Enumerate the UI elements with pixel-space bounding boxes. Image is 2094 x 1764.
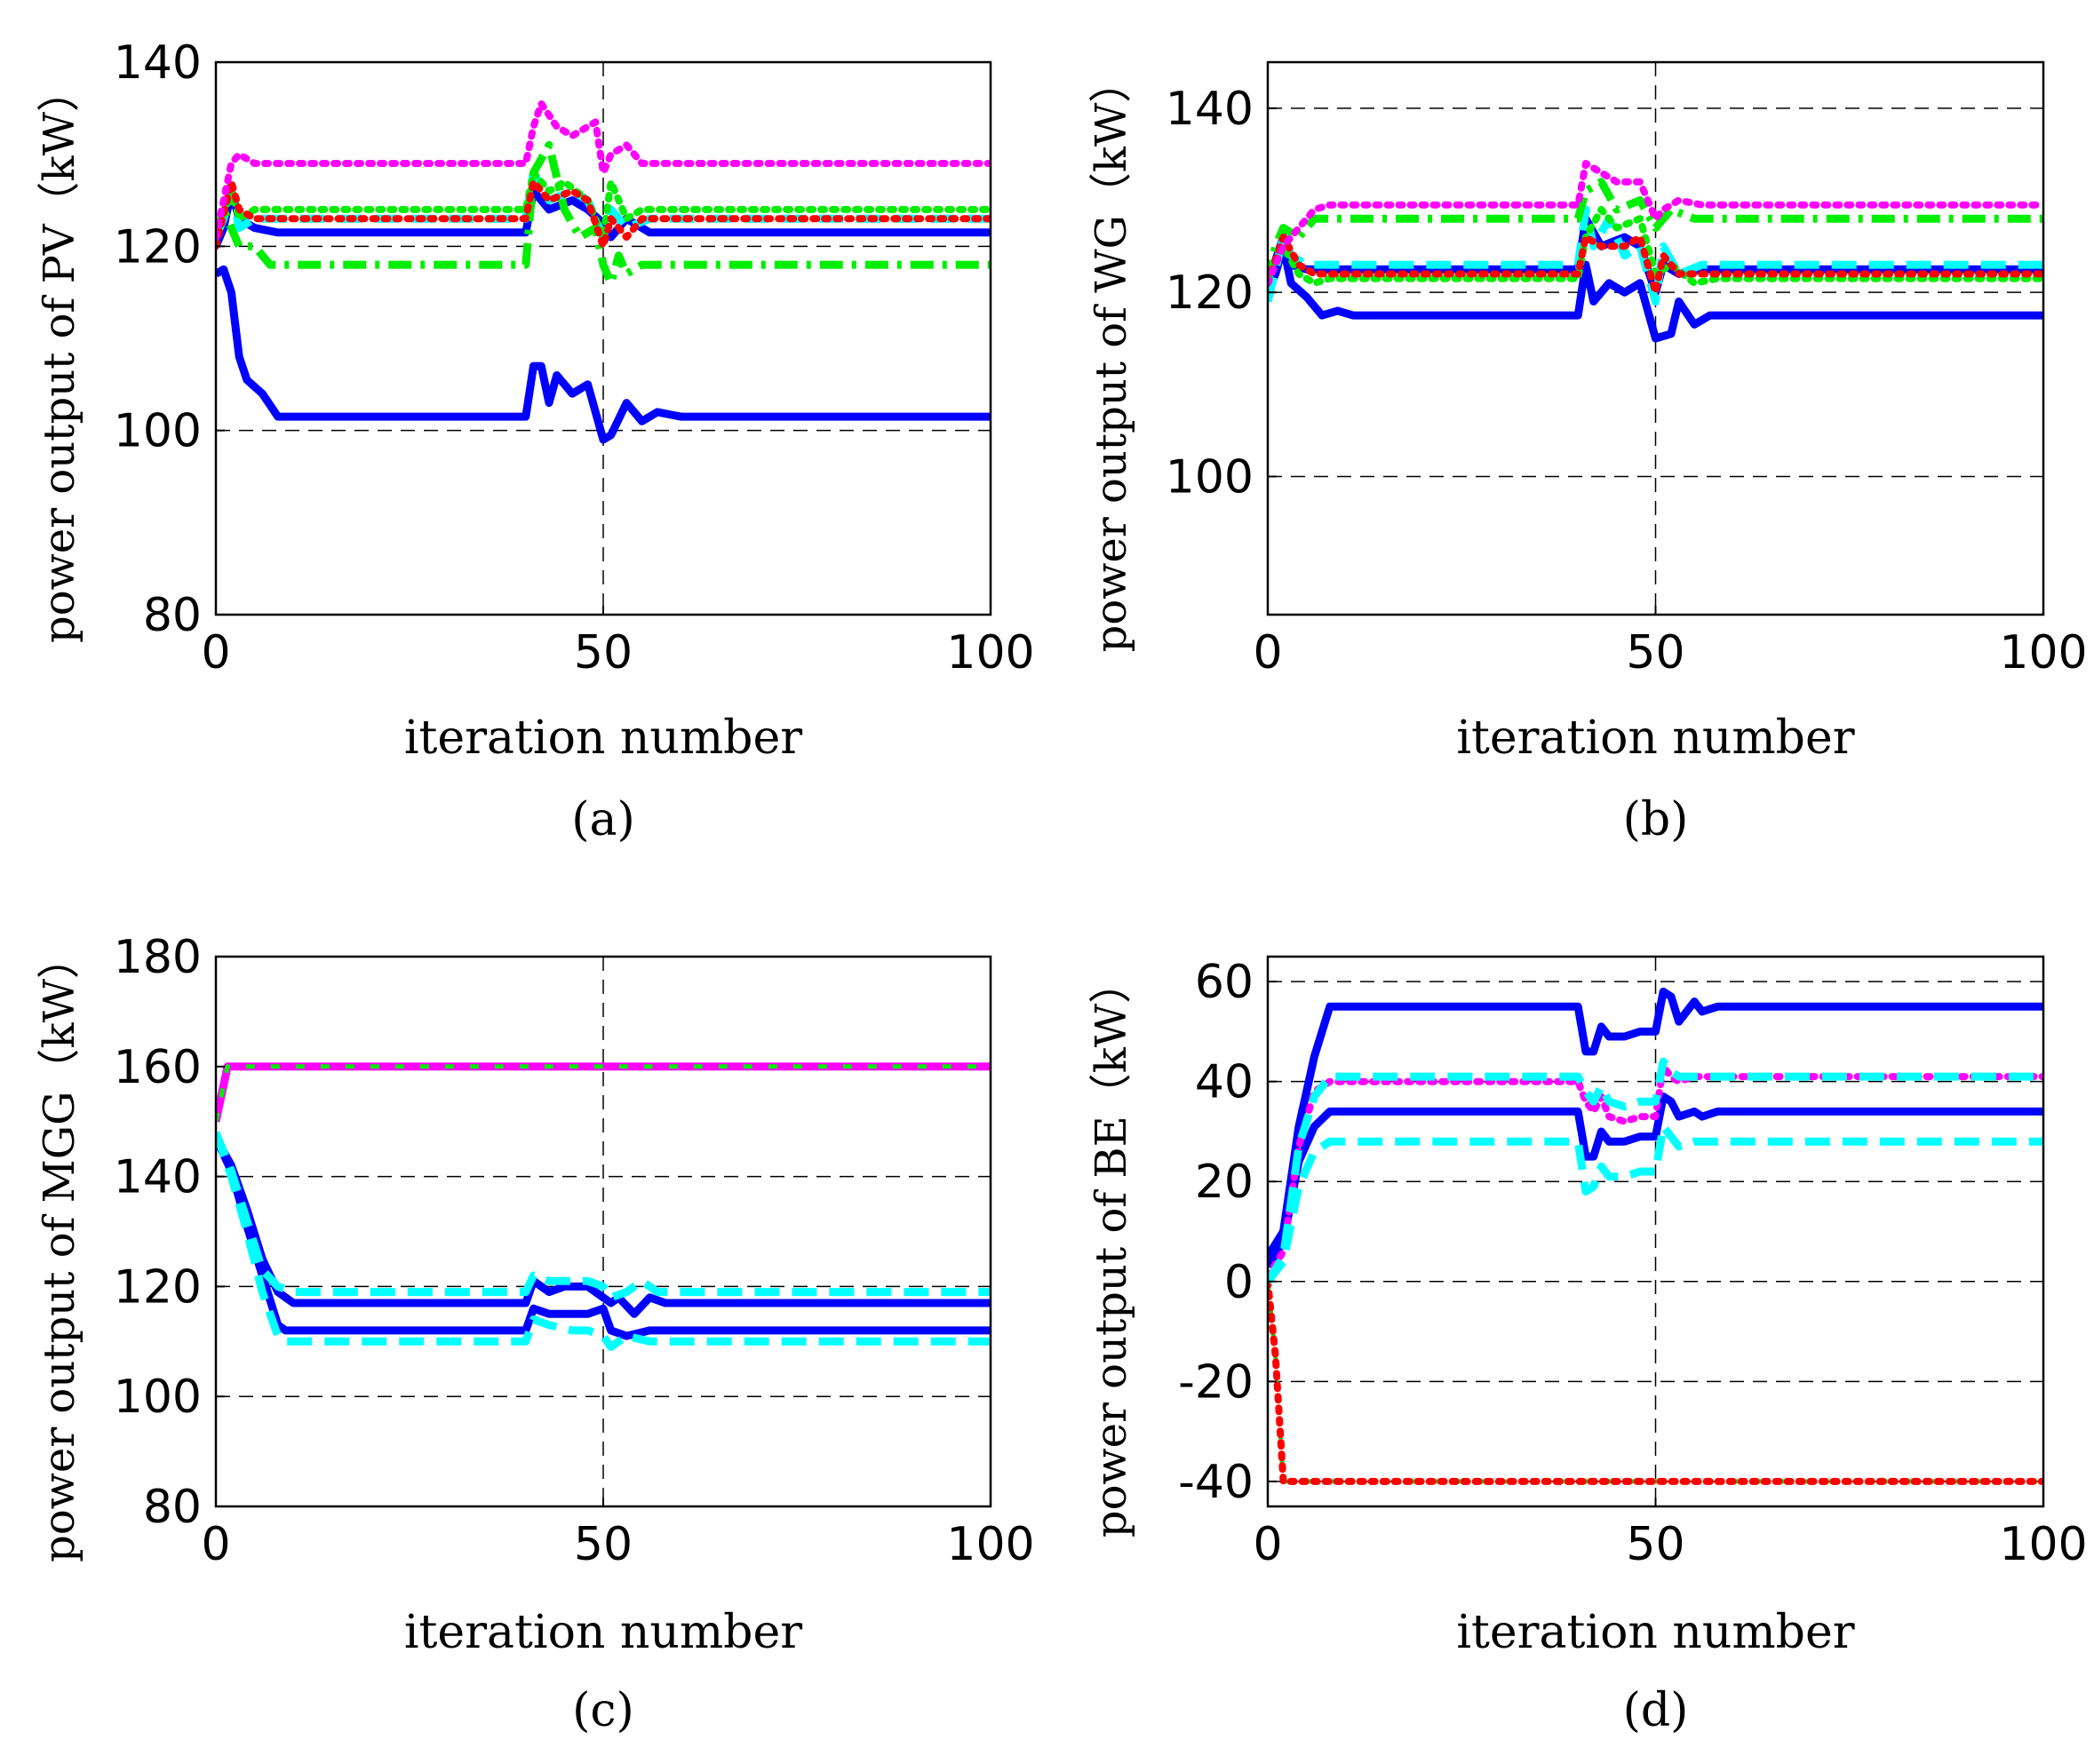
series-line-red-dotted xyxy=(1268,1277,2043,1485)
y-axis-label: power output of BE（kW） xyxy=(1087,961,1136,1538)
panel-caption: (a) xyxy=(571,793,635,846)
series-line-red-dotted xyxy=(216,178,991,250)
y-tick-label: 120 xyxy=(1166,266,1254,320)
x-tick-label: 100 xyxy=(946,626,1034,679)
series-group xyxy=(1268,987,2043,1485)
series-line-magenta-dotted xyxy=(1268,1062,2043,1281)
series-line-cyan-upper xyxy=(1268,1057,2043,1284)
y-tick-label: 80 xyxy=(143,1481,202,1534)
series-line-blue-low xyxy=(1268,242,2043,343)
panel-caption: (b) xyxy=(1623,793,1689,846)
x-tick-label: 100 xyxy=(1999,626,2087,679)
series-line-red-dotted xyxy=(1268,234,2043,297)
y-tick-label: 140 xyxy=(114,36,202,90)
y-tick-label: 0 xyxy=(1224,1256,1254,1309)
x-axis-label: iteration number xyxy=(404,1606,802,1659)
y-tick-label: 140 xyxy=(114,1151,202,1204)
y-tick-label: 40 xyxy=(1195,1056,1254,1109)
y-tick-label: 100 xyxy=(114,1371,202,1424)
series-line-blue-mid xyxy=(1268,1093,2043,1269)
y-tick-label: 80 xyxy=(143,589,202,642)
y-axis-label: power output of PV（kW） xyxy=(35,69,84,643)
panel-caption: (c) xyxy=(572,1684,634,1737)
x-tick-label: 0 xyxy=(201,626,230,679)
x-tick-label: 50 xyxy=(1626,1518,1684,1571)
chart-panel-a: 0 50 100 80 100 120 140 iteration number power o… xyxy=(35,36,1035,846)
series-line-cyan xyxy=(1268,205,2043,306)
series-line-green-dotted xyxy=(1268,205,2043,287)
x-axis-label: iteration number xyxy=(404,711,802,765)
y-tick-label: 160 xyxy=(114,1041,202,1094)
y-tick-label: 100 xyxy=(1166,451,1254,505)
chart-panel-c: 0 50 100 80 100 120 140 160 180 iteration number p… xyxy=(35,931,1035,1737)
y-tick-label: 120 xyxy=(114,220,202,274)
y-tick-label: 60 xyxy=(1195,956,1254,1009)
series-line-green-dashdot xyxy=(1268,178,2043,284)
y-axis-label: power output of WG（kW） xyxy=(1087,60,1136,653)
series-line-cyan-upper xyxy=(216,1131,991,1302)
series-line-green-dashed xyxy=(216,1064,991,1123)
x-tick-label: 0 xyxy=(1253,1518,1282,1571)
x-tick-label: 50 xyxy=(1626,626,1684,679)
chart-panel-d: 0 50 100 -40 -20 0 20 40 60 iteration number power… xyxy=(1087,955,2088,1737)
series-line-blue-low xyxy=(216,265,991,444)
series-line-magenta-dotted xyxy=(216,99,991,241)
y-tick-label: 180 xyxy=(114,931,202,984)
series-line-blue-top xyxy=(1268,987,2043,1259)
y-tick-label: 140 xyxy=(1166,83,1254,136)
x-tick-label: 50 xyxy=(574,626,633,679)
panel-caption: (d) xyxy=(1623,1684,1689,1737)
series-group xyxy=(1268,160,2043,343)
y-tick-label: 20 xyxy=(1195,1156,1254,1209)
x-axis-label: iteration number xyxy=(1456,1606,1854,1659)
series-line-cyan-lower xyxy=(1268,1122,2043,1284)
x-tick-label: 0 xyxy=(201,1518,230,1571)
series-line-blue-upper xyxy=(216,1136,991,1318)
y-tick-label: -20 xyxy=(1178,1355,1254,1409)
x-tick-label: 100 xyxy=(946,1518,1034,1571)
series-line-cyan xyxy=(216,168,991,242)
chart-panel-b: 0 50 100 100 120 140 iteration number power out… xyxy=(1087,60,2088,846)
x-tick-label: 50 xyxy=(574,1518,633,1571)
y-tick-label: 100 xyxy=(114,405,202,458)
series-group xyxy=(216,99,991,444)
x-axis-label: iteration number xyxy=(1456,711,1854,765)
x-tick-label: 100 xyxy=(1999,1518,2087,1571)
series-line-magenta-dotted xyxy=(1268,160,2043,287)
y-tick-label: -40 xyxy=(1178,1456,1254,1509)
series-line-green-dashdot xyxy=(216,140,991,288)
y-axis-label: power output of MGG（kW） xyxy=(35,936,84,1562)
y-tick-label: 120 xyxy=(114,1260,202,1314)
series-group xyxy=(216,1062,991,1351)
series-line-cyan-lower xyxy=(216,1131,991,1351)
x-tick-label: 0 xyxy=(1253,626,1282,679)
